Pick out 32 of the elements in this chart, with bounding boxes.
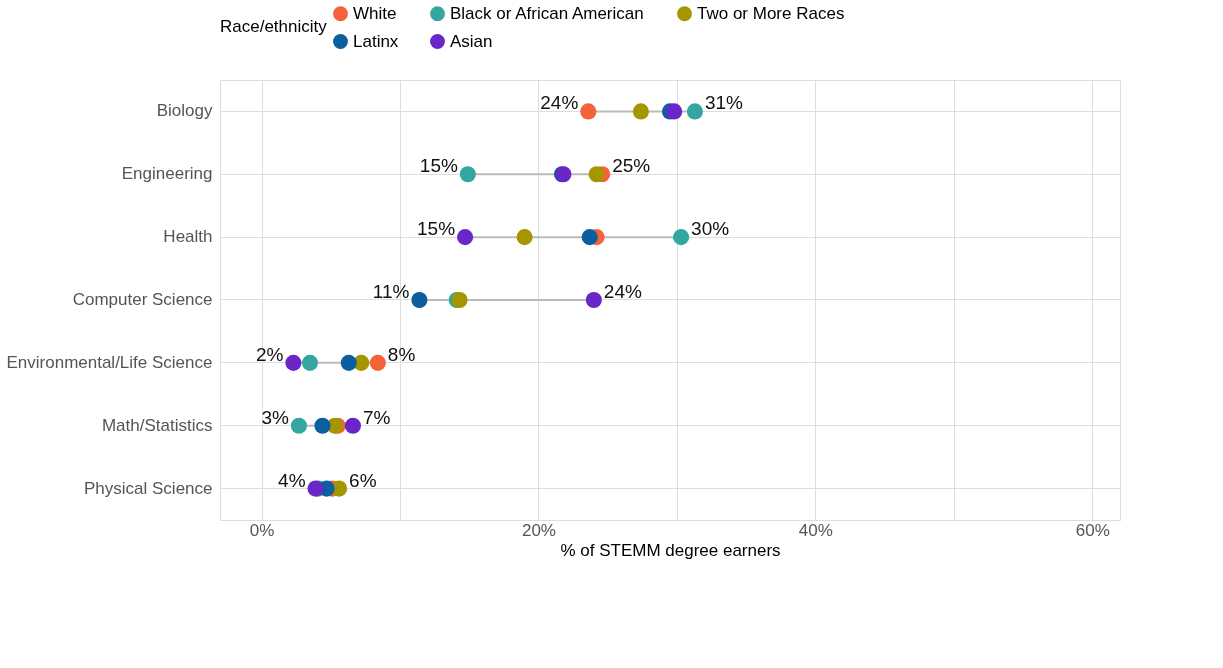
annotation: 6% [349,469,377,491]
legend-label: Asian [450,31,493,51]
y-tick-label: Engineering [121,164,213,184]
annotation: 8% [387,343,416,365]
annotation: 24% [540,92,579,114]
x-tick-label: 0% [249,520,275,540]
legend-title: Race/ethnicity [220,17,328,36]
annotation: 11% [372,281,410,302]
x-tick-label: 60% [1075,520,1110,540]
y-tick-label: Health [163,227,213,247]
legend-label: Black or African American [450,3,644,23]
legend-label: Two or More Races [697,3,845,23]
annotation: 25% [612,155,651,177]
y-tick-label: Math/Statistics [101,415,213,435]
x-tick-label: 20% [521,520,556,540]
annotation: 15% [419,155,458,177]
legend-label: Latinx [353,31,399,51]
annotation: 4% [278,469,306,491]
y-tick-label: Physical Science [83,478,213,498]
y-tick-label: Environmental/Life Science [6,352,213,372]
annotation: 30% [691,218,730,240]
annotation: 15% [417,218,456,240]
annotation: 7% [362,406,391,428]
annotation: 2% [255,343,284,365]
x-axis-title: % of STEMM degree earners [560,540,781,560]
annotation: 31% [704,92,744,114]
y-tick-label: Biology [156,101,213,121]
annotation: 24% [603,281,642,302]
annotation: 3% [261,406,290,428]
legend-label: White [353,3,397,23]
y-tick-label: Computer Science [72,290,213,309]
x-tick-label: 40% [798,520,833,540]
